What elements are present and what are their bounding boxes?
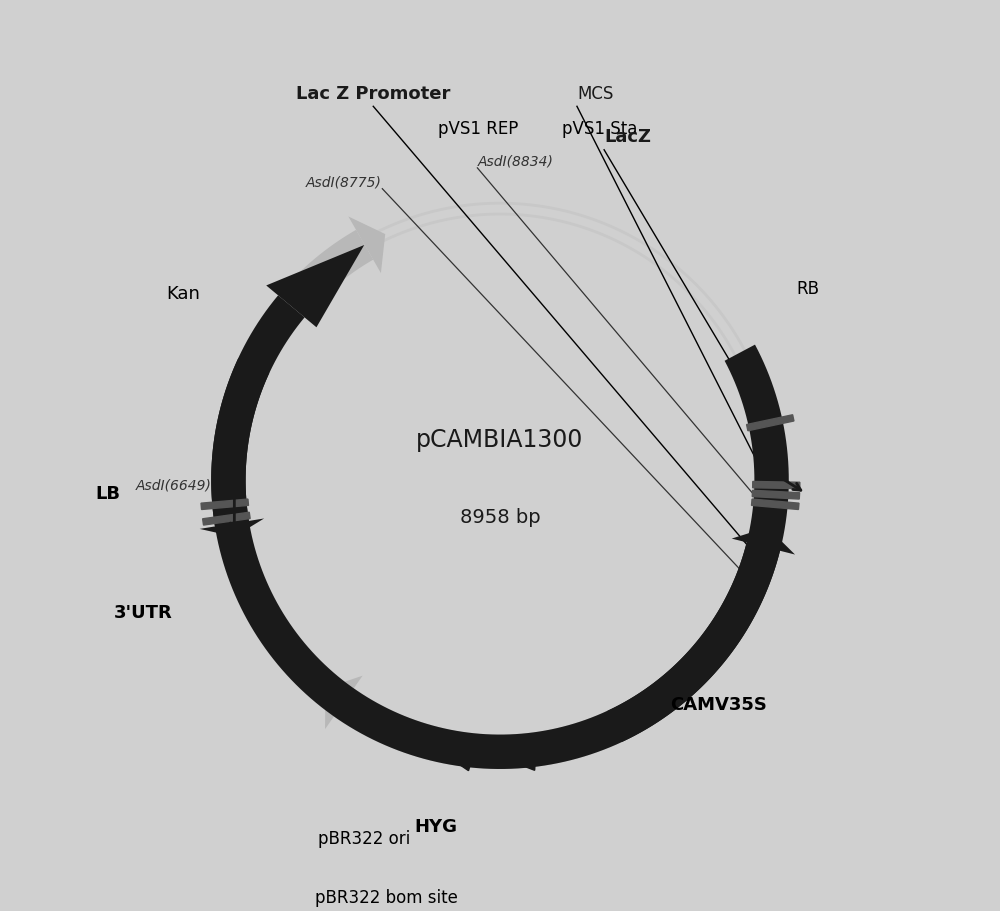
Polygon shape — [211, 296, 789, 769]
Text: LB: LB — [95, 485, 120, 503]
Polygon shape — [211, 230, 373, 481]
Text: AsdI(6649): AsdI(6649) — [136, 478, 212, 492]
Polygon shape — [752, 491, 800, 499]
Polygon shape — [200, 519, 264, 537]
Text: pVS1 REP: pVS1 REP — [438, 120, 518, 138]
Text: pVS1 Sta: pVS1 Sta — [562, 120, 637, 138]
Text: Lac Z Promoter: Lac Z Promoter — [296, 85, 450, 103]
Polygon shape — [348, 217, 385, 274]
Text: Kan: Kan — [167, 285, 201, 302]
Text: pCAMBIA1300: pCAMBIA1300 — [416, 428, 584, 452]
Text: MCS: MCS — [577, 85, 613, 103]
Polygon shape — [203, 513, 250, 526]
Text: LacZ: LacZ — [604, 128, 651, 146]
Text: pBR322 bom site: pBR322 bom site — [315, 887, 458, 906]
Polygon shape — [753, 482, 800, 489]
Polygon shape — [211, 359, 269, 527]
Polygon shape — [747, 415, 794, 431]
Polygon shape — [325, 676, 363, 730]
Polygon shape — [608, 543, 780, 742]
Text: CAMV35S: CAMV35S — [670, 695, 767, 713]
Polygon shape — [266, 246, 364, 328]
Text: pBR322 ori: pBR322 ori — [318, 829, 410, 847]
Polygon shape — [425, 740, 477, 771]
Polygon shape — [334, 689, 622, 769]
Text: 3'UTR: 3'UTR — [114, 604, 173, 622]
Text: AsdI(8834): AsdI(8834) — [477, 155, 553, 169]
Text: 8958 bp: 8958 bp — [460, 507, 540, 527]
Polygon shape — [732, 527, 795, 555]
Polygon shape — [486, 738, 536, 771]
Polygon shape — [201, 499, 248, 510]
Text: RB: RB — [796, 280, 819, 298]
Text: AsdI(8775): AsdI(8775) — [305, 176, 381, 189]
Polygon shape — [752, 499, 799, 510]
Text: HYG: HYG — [415, 817, 458, 835]
